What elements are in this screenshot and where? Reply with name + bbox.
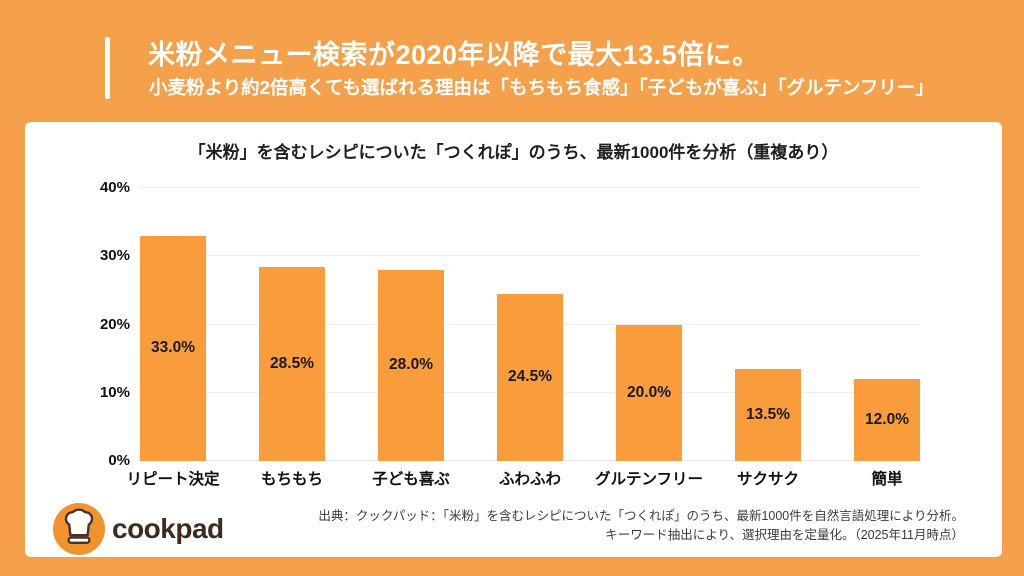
source-line-1: 出典：クックパッド：「米粉」を含むレシピについた「つくれぽ」のうち、最新1000…: [318, 509, 964, 523]
header-accent-bar: [105, 37, 110, 99]
bar-value-label: 13.5%: [746, 405, 790, 423]
bar-value-label: 24.5%: [508, 368, 552, 386]
x-axis: リピート決定 もちもち 子ども喜ぶ ふわふわ グルテンフリー サクサク 簡単: [126, 467, 920, 489]
cookpad-logo: cookpad: [53, 503, 224, 555]
bar: 28.5%: [259, 266, 325, 461]
gridline: [140, 187, 920, 188]
x-axis-category-label: 簡単: [871, 471, 903, 488]
y-axis-tick-label: 20%: [99, 315, 130, 333]
bar-value-label: 28.0%: [389, 356, 433, 374]
chart-title: 「米粉」を含むレシピについた「つくれぽ」のうち、最新1000件を分析（重複あり）: [188, 143, 839, 162]
x-axis-category-label: グルテンフリー: [594, 471, 704, 488]
header-title: 米粉メニュー検索が2020年以降で最大13.5倍に。: [148, 40, 760, 70]
bar-value-label: 20.0%: [627, 383, 671, 401]
bar: 28.0%: [378, 269, 444, 461]
y-axis-tick-label: 10%: [99, 383, 130, 401]
x-axis-category-label: 子ども喜ぶ: [372, 471, 450, 488]
x-axis-category-label: リピート決定: [126, 471, 220, 488]
bar-value-label: 28.5%: [270, 354, 314, 372]
chef-hat-icon: [53, 503, 105, 555]
y-axis-tick-label: 0%: [108, 452, 130, 469]
bar: 12.0%: [854, 379, 920, 461]
bar-value-label: 33.0%: [151, 339, 195, 357]
gridline: [140, 255, 920, 257]
y-axis-tick-label: 40%: [99, 179, 130, 196]
bar: 13.5%: [735, 368, 801, 461]
bar: 20.0%: [616, 324, 682, 461]
source-line-2: キーワード抽出により、選択理由を定量化。（2025年11月時点）: [605, 527, 964, 542]
header-subtitle: 小麦粉より約2倍高くても選ばれる理由は「もちもち食感」「子どもが喜ぶ」「グルテン…: [149, 77, 934, 98]
source-text: 出典：クックパッド：「米粉」を含むレシピについた「つくれぽ」のうち、最新1000…: [318, 507, 964, 545]
x-axis-category-label: ふわふわ: [498, 471, 561, 488]
x-axis-category-label: もちもち: [260, 471, 323, 488]
y-axis-tick-label: 30%: [99, 247, 130, 265]
bar-value-label: 12.0%: [865, 411, 909, 429]
bar: 24.5%: [497, 293, 563, 461]
x-axis-category-label: サクサク: [736, 471, 799, 488]
logo-wordmark: cookpad: [112, 513, 224, 544]
bar: 33.0%: [140, 235, 206, 461]
bar-chart-plot: 33.0% 28.5% 28.0% 24.5% 20.0% 13.5% 12.0%: [140, 187, 920, 461]
y-axis: 0% 10% 20% 30% 40%: [55, 179, 130, 469]
